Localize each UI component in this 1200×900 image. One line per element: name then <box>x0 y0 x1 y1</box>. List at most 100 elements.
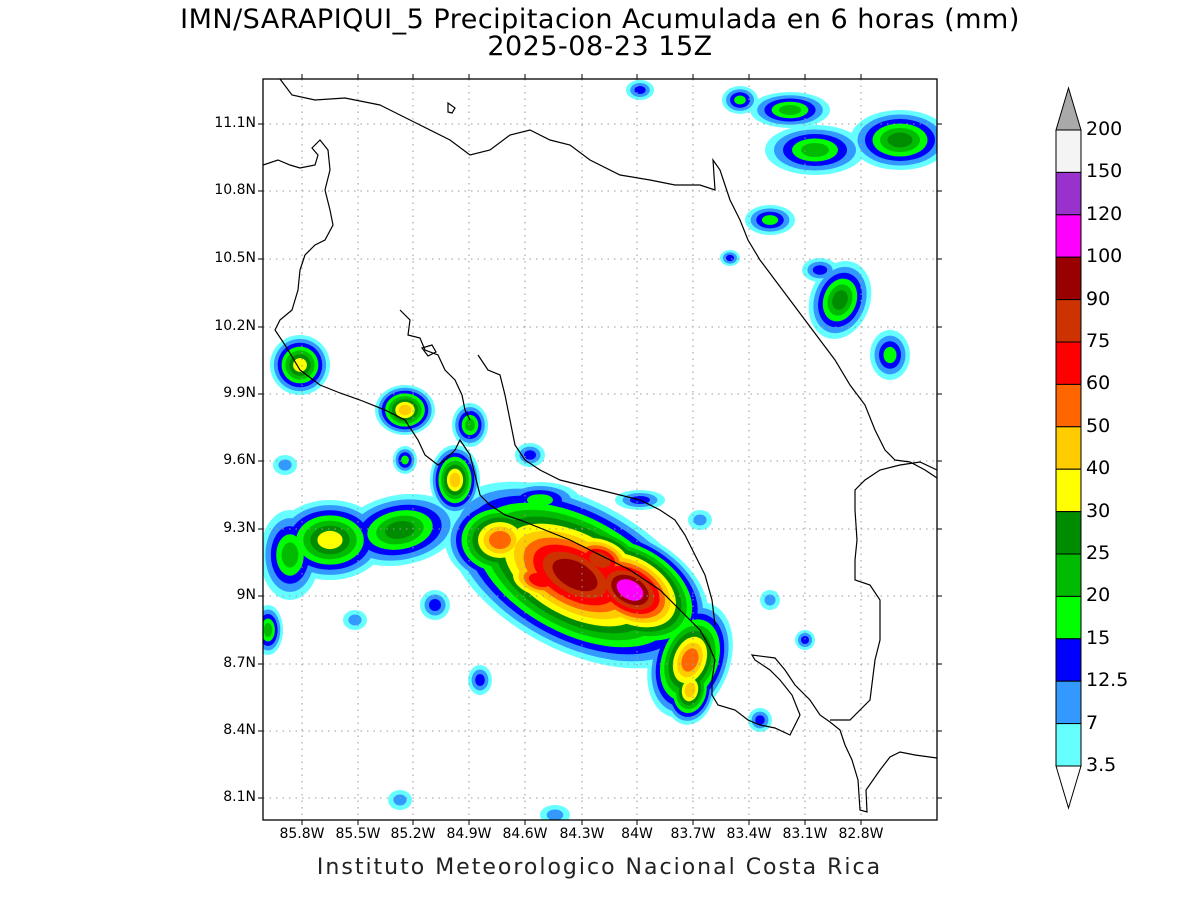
lat-tick-label: 10.2N <box>214 318 256 334</box>
legend-swatch <box>1055 341 1082 385</box>
lat-tick-label: 10.5N <box>214 250 256 266</box>
precip-contour <box>527 494 553 506</box>
legend-swatch <box>1055 511 1082 555</box>
legend-label: 20 <box>1086 584 1111 607</box>
precip-contour <box>761 215 779 225</box>
precip-contour <box>832 290 848 310</box>
legend-swatch <box>1055 299 1082 343</box>
island-outline <box>447 101 456 114</box>
precip-contour <box>263 623 273 637</box>
precip-contour <box>693 514 707 526</box>
legend-label: 15 <box>1086 626 1111 649</box>
precip-contour <box>429 599 441 611</box>
border-line <box>830 461 937 721</box>
legend-label: 200 <box>1086 118 1123 140</box>
legend-swatch <box>1055 595 1082 640</box>
lat-tick-label: 9.9N <box>223 385 256 401</box>
lat-tick-label: 8.1N <box>223 789 256 805</box>
legend-swatch-over <box>1055 86 1082 131</box>
lon-tick-label: 85.2W <box>390 826 436 842</box>
precip-contour <box>528 572 552 588</box>
lat-tick-label: 9N <box>236 587 256 603</box>
lat-tick-label: 9.6N <box>223 452 256 468</box>
precip-contour <box>801 143 829 157</box>
map-background <box>263 79 937 820</box>
precip-contour <box>465 418 475 432</box>
legend-swatch <box>1055 171 1082 216</box>
precip-contour <box>734 95 746 105</box>
precip-contour <box>552 558 598 592</box>
precip-contour <box>401 455 409 465</box>
lat-tick-label: 8.4N <box>223 722 256 738</box>
lon-tick-label: 84.3W <box>559 826 605 842</box>
legend-label: 60 <box>1086 372 1111 395</box>
precip-contour <box>684 682 696 698</box>
color-legend <box>1055 86 1082 810</box>
map-title: IMN/SARAPIQUI_5 Precipitacion Acumulada … <box>180 4 1020 35</box>
precip-contour <box>524 450 536 460</box>
precip-contour <box>589 552 611 568</box>
precip-contour <box>475 674 485 686</box>
legend-label: 7 <box>1086 711 1099 734</box>
legend-swatch <box>1055 468 1082 513</box>
precipitation-field <box>263 80 937 820</box>
precip-contour <box>764 594 776 606</box>
footer-credit: Instituto Meteorologico Nacional Costa R… <box>316 855 883 880</box>
lon-tick-label: 83.4W <box>726 826 772 842</box>
precip-contour <box>385 520 415 540</box>
river-line <box>477 354 716 626</box>
legend-swatch <box>1055 638 1082 682</box>
precip-contour <box>883 346 897 364</box>
lat-tick-label: 10.8N <box>214 182 256 198</box>
precip-contour <box>778 105 802 115</box>
lon-tick-label: 82.8W <box>838 826 884 842</box>
legend-swatch <box>1055 129 1082 173</box>
precip-contour <box>489 531 511 549</box>
caribbean-coastline <box>279 79 937 479</box>
legend-label: 120 <box>1086 202 1123 225</box>
lon-tick-label: 84.6W <box>502 826 548 842</box>
precip-contour <box>278 459 292 471</box>
legend-label: 30 <box>1086 499 1111 522</box>
precip-contour <box>616 579 644 601</box>
precip-contour <box>449 472 461 488</box>
island-outline <box>421 344 437 357</box>
precip-contour <box>393 794 407 806</box>
precip-contour <box>634 86 646 94</box>
legend-swatch-under <box>1055 765 1082 810</box>
legend-label: 90 <box>1086 287 1111 310</box>
lat-tick-label: 8.7N <box>223 655 256 671</box>
lat-tick-label: 11.1N <box>214 115 256 131</box>
lon-tick-label: 84.9W <box>446 826 492 842</box>
precip-contour <box>398 404 412 416</box>
legend-swatch <box>1055 214 1082 258</box>
legend-label: 25 <box>1086 542 1111 564</box>
legend-label: 75 <box>1086 330 1111 352</box>
lon-tick-label: 83.1W <box>782 826 828 842</box>
legend-label: 12.5 <box>1086 669 1129 692</box>
legend-label: 100 <box>1086 245 1123 268</box>
map-subtitle: 2025-08-23 15Z <box>487 31 713 62</box>
map-gridlines <box>263 79 937 820</box>
precip-contour <box>887 132 913 148</box>
legend-swatch <box>1055 383 1082 428</box>
precip-contour <box>348 614 362 626</box>
precip-contour <box>281 542 299 568</box>
gulf-of-nicoya <box>399 309 471 421</box>
legend-swatch <box>1055 680 1082 725</box>
precip-contour <box>755 715 765 725</box>
precip-contour <box>546 809 564 820</box>
legend-swatch <box>1055 553 1082 597</box>
lon-tick-label: 85.5W <box>335 826 381 842</box>
legend-swatch <box>1055 723 1082 767</box>
lon-tick-label: 84W <box>621 826 653 842</box>
precip-contour <box>726 254 734 262</box>
pacific-coastline <box>263 139 937 813</box>
legend-label: 40 <box>1086 457 1111 480</box>
lat-tick-label: 9.3N <box>223 520 256 536</box>
legend-label: 50 <box>1086 414 1111 437</box>
precip-contour <box>801 636 809 644</box>
axis-ticks <box>258 74 942 825</box>
map-frame <box>262 78 938 821</box>
